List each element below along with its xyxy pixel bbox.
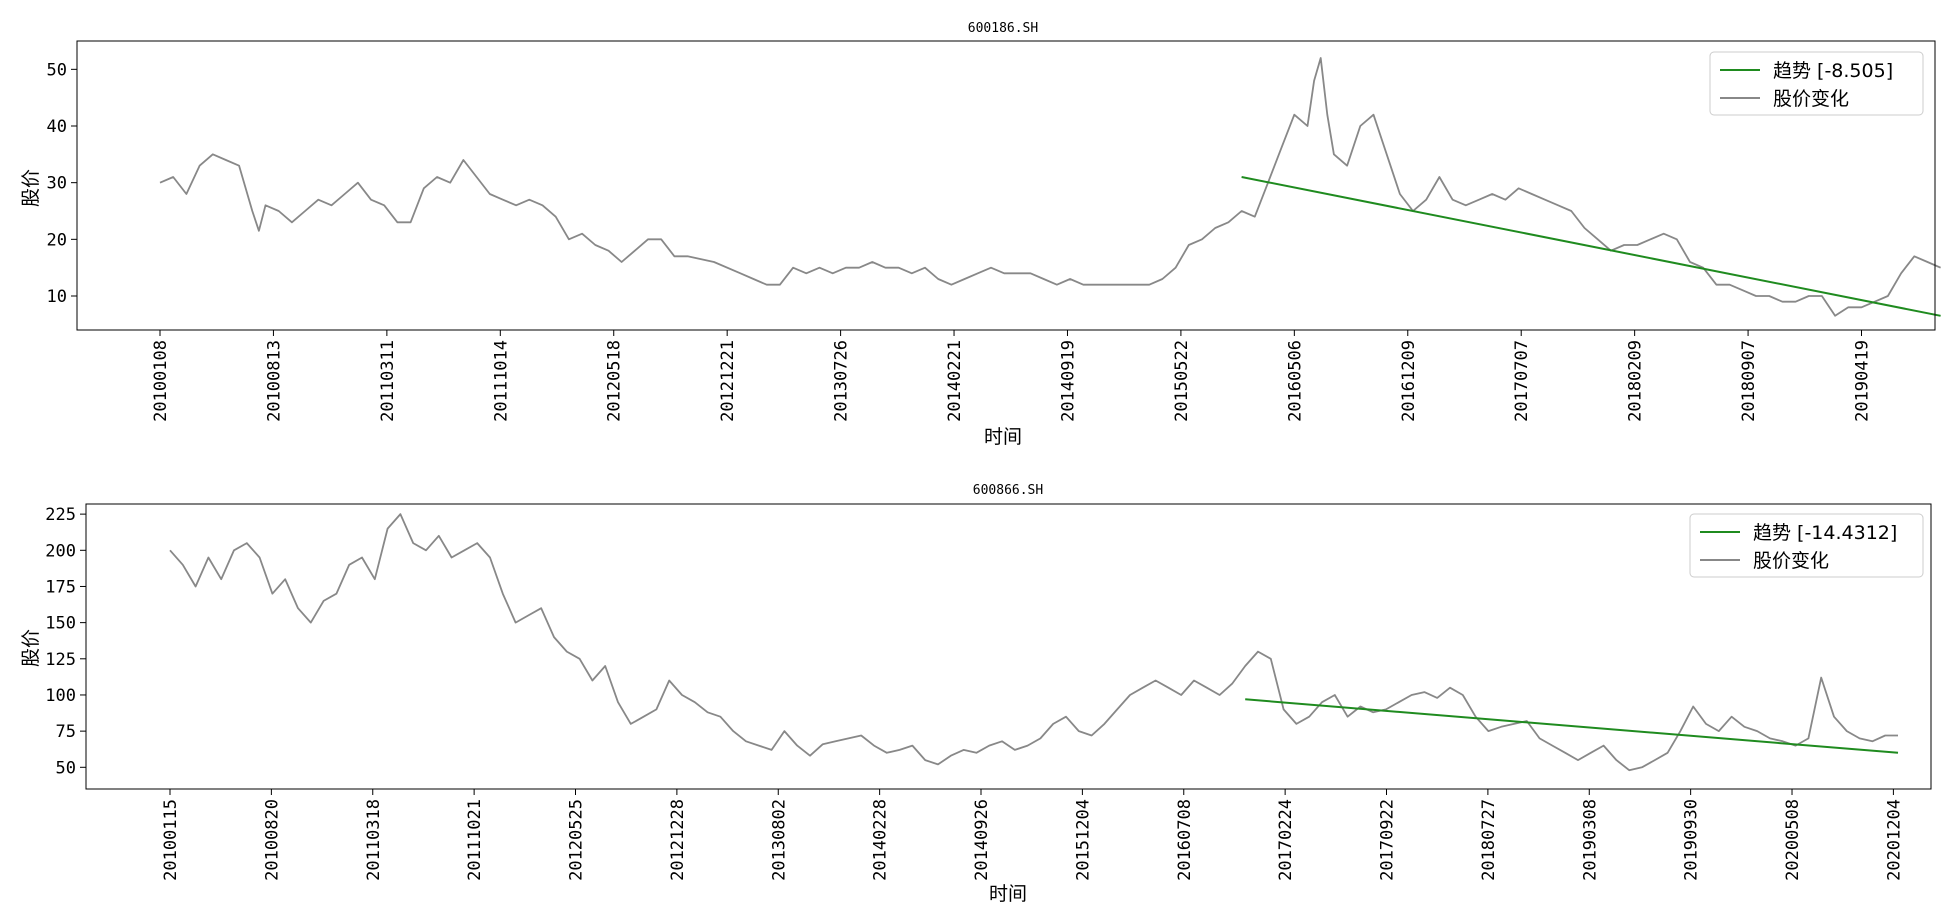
legend: 趋势 [-14.4312] 股价变化 — [1689, 513, 1924, 578]
y-tick-label: 50 — [47, 60, 67, 80]
y-tick-label: 125 — [45, 650, 76, 670]
x-axis-label: 时间 — [984, 426, 1022, 448]
legend-box — [1709, 51, 1924, 116]
x-tick-label: 20100820 — [262, 799, 282, 881]
x-tick-label: 20190419 — [1853, 340, 1873, 422]
y-tick-label: 40 — [47, 117, 67, 137]
y-tick-label: 75 — [56, 722, 76, 742]
x-tick-label: 20160506 — [1285, 340, 1305, 422]
x-tick-label: 20200508 — [1783, 799, 1803, 881]
y-tick-label: 150 — [45, 614, 76, 634]
legend-price-label: 股价变化 — [1773, 88, 1849, 110]
x-tick-label: 20130726 — [832, 340, 852, 422]
x-axis-label: 时间 — [989, 883, 1027, 905]
x-tick-label: 20190308 — [1580, 799, 1600, 881]
x-tick-label: 20170707 — [1512, 340, 1532, 422]
x-tick-label: 20201204 — [1884, 799, 1904, 881]
legend-price-label: 股价变化 — [1753, 550, 1829, 572]
x-tick-label: 20111021 — [465, 799, 485, 881]
x-tick-label: 20180209 — [1626, 340, 1646, 422]
y-axis-label: 股价 — [20, 629, 42, 667]
y-axis-label: 股价 — [20, 169, 42, 207]
x-tick-label: 20130802 — [769, 799, 789, 881]
legend-trend-label: 趋势 [-14.4312] — [1753, 522, 1897, 544]
y-tick-label: 10 — [47, 287, 67, 307]
chart-panel-600186: 600186.SH 10 20 30 40 50 20100108 20100813 2011… — [20, 21, 1941, 448]
x-tick-label: 20170922 — [1378, 799, 1398, 881]
y-tick-label: 30 — [47, 174, 67, 194]
chart-title: 600866.SH — [973, 483, 1043, 498]
x-tick-label: 20140221 — [945, 340, 965, 422]
x-tick-label: 20180907 — [1739, 340, 1759, 422]
x-tick-label: 20110318 — [364, 799, 384, 881]
y-tick-label: 50 — [56, 758, 76, 778]
x-tick-label: 20110311 — [378, 340, 398, 422]
y-tick-label: 100 — [45, 686, 76, 706]
x-tick-label: 20170224 — [1276, 799, 1296, 881]
trend-line — [1241, 176, 1941, 317]
x-tick-label: 20111014 — [491, 340, 511, 422]
chart-panel-600866: 600866.SH 50 75 100 125 150 175 200 225 20100115… — [20, 483, 1932, 905]
y-tick-label: 175 — [45, 577, 76, 597]
x-tick-label: 20180727 — [1479, 799, 1499, 881]
x-tick-label: 20190930 — [1682, 799, 1702, 881]
x-tick-label: 20120518 — [605, 340, 625, 422]
plot-frame — [85, 503, 1932, 790]
legend-box — [1689, 513, 1924, 578]
x-tick-label: 20140919 — [1058, 340, 1078, 422]
x-tick-label: 20120525 — [567, 799, 587, 881]
x-tick-label: 20140228 — [871, 799, 891, 881]
price-line — [159, 57, 1941, 317]
trend-line — [1245, 698, 1899, 754]
plot-frame — [76, 40, 1936, 331]
x-tick-label: 20160708 — [1175, 799, 1195, 881]
y-tick-label: 200 — [45, 541, 76, 561]
chart-title: 600186.SH — [968, 21, 1038, 36]
x-tick-label: 20140926 — [972, 799, 992, 881]
legend-trend-label: 趋势 [-8.505] — [1773, 60, 1893, 82]
x-tick-label: 20150522 — [1172, 340, 1192, 422]
x-tick-label: 20161209 — [1399, 340, 1419, 422]
y-tick-label: 20 — [47, 230, 67, 250]
x-tick-label: 20100115 — [161, 799, 181, 881]
x-tick-label: 20100813 — [264, 340, 284, 422]
x-tick-label: 20121221 — [718, 340, 738, 422]
price-line — [169, 513, 1898, 772]
x-tick-label: 20121228 — [668, 799, 688, 881]
y-tick-label: 225 — [45, 505, 76, 525]
legend: 趋势 [-8.505] 股价变化 — [1709, 51, 1924, 116]
x-tick-label: 20151204 — [1073, 799, 1093, 881]
x-tick-label: 20100108 — [151, 340, 171, 422]
